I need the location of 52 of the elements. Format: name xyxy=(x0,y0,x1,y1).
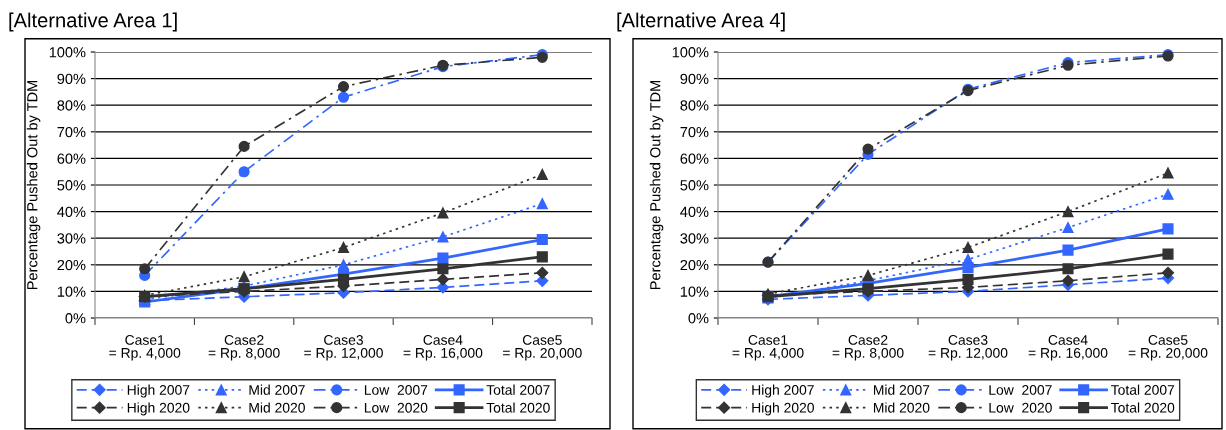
x-tick-label: Case4 = Rp. 16,000 xyxy=(1028,335,1108,361)
y-axis-title: Percentage Pushed Out by TDM xyxy=(649,80,664,290)
y-tick-label: 50% xyxy=(57,180,86,191)
x-tick-label: Case1 = Rp. 4,000 xyxy=(732,335,804,361)
x-tick-label: Case2 = Rp. 8,000 xyxy=(832,335,904,361)
legend-label: High 2020 xyxy=(752,402,814,416)
y-tick-label: 50% xyxy=(680,180,709,191)
legend-label: Mid 2020 xyxy=(249,402,305,413)
legend-label: Low 2007 xyxy=(989,384,1052,395)
y-tick-label: 80% xyxy=(680,100,709,111)
y-tick-label: 40% xyxy=(57,206,86,218)
x-tick-label: Case5 = Rp. 20,000 xyxy=(503,335,582,361)
y-tick-label: 80% xyxy=(57,100,86,111)
legend-label: Mid 2007 xyxy=(249,384,305,395)
legend-label: Low 2007 xyxy=(364,384,428,395)
x-tick-label: Case3 = Rp. 12,000 xyxy=(928,335,1008,361)
y-tick-label: 70% xyxy=(57,126,86,138)
y-tick-label: 30% xyxy=(57,233,86,244)
legend-label: Total 2007 xyxy=(486,384,550,395)
legend-label: Total 2020 xyxy=(1111,402,1175,413)
y-tick-label: 60% xyxy=(57,153,86,164)
legend-label: High 2020 xyxy=(127,402,190,416)
y-tick-label: 20% xyxy=(57,259,86,271)
legend-label: Low 2020 xyxy=(364,402,428,413)
legend-label: High 2007 xyxy=(752,384,814,398)
y-tick-label: 20% xyxy=(680,259,709,271)
y-tick-label: 90% xyxy=(57,73,86,85)
y-tick-label: 70% xyxy=(680,126,709,138)
x-tick-label: Case5 = Rp. 20,000 xyxy=(1128,335,1208,361)
y-tick-label: 90% xyxy=(680,73,709,85)
y-tick-label: 100% xyxy=(49,47,86,58)
chart-title: [Alternative Area 1] xyxy=(9,12,177,32)
legend-label: Total 2007 xyxy=(1111,384,1175,395)
legend-label: Low 2020 xyxy=(989,402,1052,413)
legend-label: Total 2020 xyxy=(486,402,550,413)
y-tick-label: 10% xyxy=(57,286,86,297)
x-tick-label: Case2 = Rp. 8,000 xyxy=(208,335,280,361)
y-tick-label: 10% xyxy=(680,286,709,297)
x-tick-label: Case1 = Rp. 4,000 xyxy=(109,335,181,361)
legend-label: Mid 2007 xyxy=(873,384,930,395)
y-tick-label: 0% xyxy=(688,313,709,324)
y-axis-title: Percentage Pushed Out by TDM xyxy=(26,80,41,290)
y-tick-label: 100% xyxy=(672,47,709,58)
legend-label: High 2007 xyxy=(127,384,190,398)
y-tick-label: 30% xyxy=(680,233,709,244)
x-tick-label: Case4 = Rp. 16,000 xyxy=(403,335,483,361)
y-tick-label: 0% xyxy=(65,313,86,324)
x-tick-label: Case3 = Rp. 12,000 xyxy=(304,335,383,361)
chart-title: [Alternative Area 4] xyxy=(617,12,785,32)
y-tick-label: 40% xyxy=(680,206,709,218)
y-tick-label: 60% xyxy=(680,153,709,164)
legend-label: Mid 2020 xyxy=(873,402,930,413)
